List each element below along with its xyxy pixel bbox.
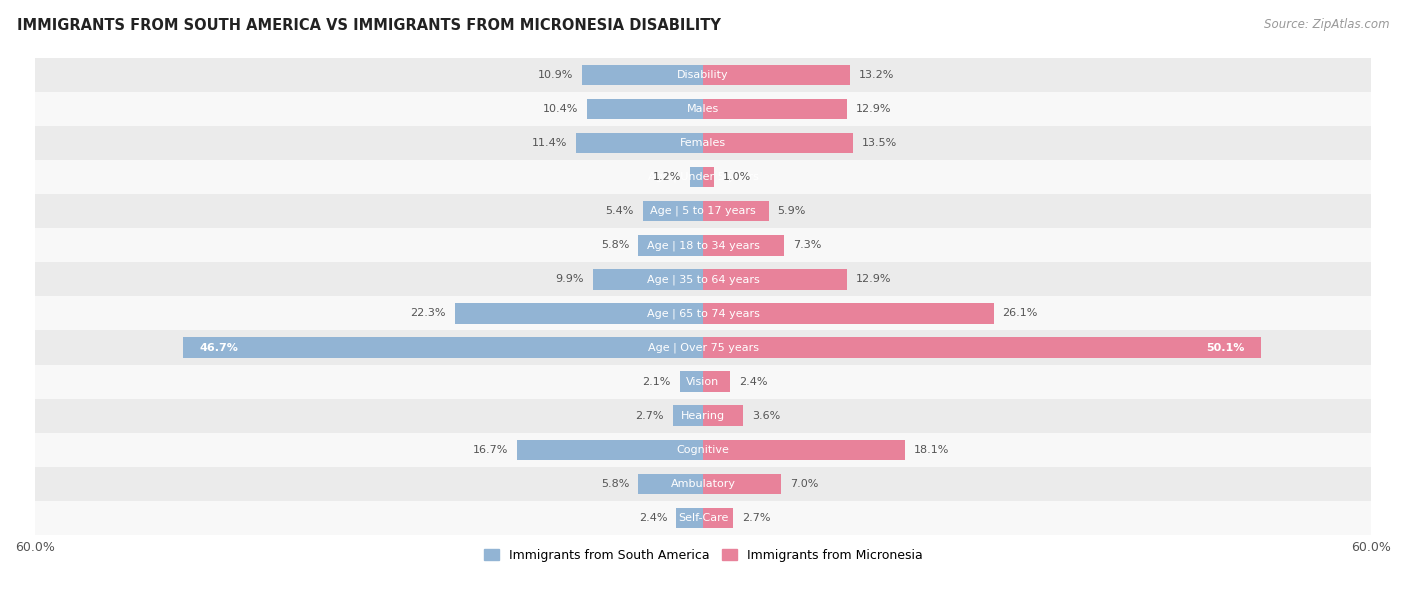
Bar: [703, 337, 1261, 358]
Bar: [183, 337, 703, 358]
Text: 5.8%: 5.8%: [602, 479, 630, 489]
Bar: [517, 439, 703, 460]
Bar: [703, 269, 846, 289]
Text: Disability: Disability: [678, 70, 728, 80]
Text: Males: Males: [688, 104, 718, 114]
Text: 22.3%: 22.3%: [411, 308, 446, 318]
Text: 2.7%: 2.7%: [636, 411, 664, 420]
Legend: Immigrants from South America, Immigrants from Micronesia: Immigrants from South America, Immigrant…: [478, 544, 928, 567]
Bar: [703, 508, 733, 528]
Bar: [703, 201, 769, 222]
Bar: [676, 508, 703, 528]
Text: Age | Over 75 years: Age | Over 75 years: [648, 342, 758, 353]
Text: Cognitive: Cognitive: [676, 445, 730, 455]
Text: Age | Under 5 years: Age | Under 5 years: [648, 172, 758, 182]
Bar: [576, 133, 703, 153]
Text: 1.2%: 1.2%: [652, 172, 681, 182]
Text: 1.0%: 1.0%: [723, 172, 751, 182]
Bar: [35, 58, 1371, 92]
Bar: [593, 269, 703, 289]
Text: Females: Females: [681, 138, 725, 148]
Bar: [703, 474, 780, 494]
Bar: [703, 405, 744, 426]
Bar: [35, 433, 1371, 467]
Bar: [638, 474, 703, 494]
Bar: [703, 235, 785, 255]
Text: 7.3%: 7.3%: [793, 241, 821, 250]
Bar: [35, 194, 1371, 228]
Text: 5.9%: 5.9%: [778, 206, 806, 216]
Text: 13.2%: 13.2%: [859, 70, 894, 80]
Bar: [35, 126, 1371, 160]
Text: IMMIGRANTS FROM SOUTH AMERICA VS IMMIGRANTS FROM MICRONESIA DISABILITY: IMMIGRANTS FROM SOUTH AMERICA VS IMMIGRA…: [17, 18, 721, 34]
Text: 26.1%: 26.1%: [1002, 308, 1038, 318]
Bar: [673, 405, 703, 426]
Bar: [703, 99, 846, 119]
Bar: [689, 167, 703, 187]
Bar: [35, 365, 1371, 398]
Text: 11.4%: 11.4%: [531, 138, 567, 148]
Text: 5.4%: 5.4%: [606, 206, 634, 216]
Text: Age | 35 to 64 years: Age | 35 to 64 years: [647, 274, 759, 285]
Bar: [703, 371, 730, 392]
Bar: [643, 201, 703, 222]
Bar: [638, 235, 703, 255]
Bar: [703, 439, 904, 460]
Text: 2.7%: 2.7%: [742, 513, 770, 523]
Bar: [582, 65, 703, 85]
Bar: [35, 398, 1371, 433]
Text: 2.4%: 2.4%: [738, 376, 768, 387]
Text: 46.7%: 46.7%: [200, 343, 239, 353]
Bar: [703, 303, 994, 324]
Bar: [35, 467, 1371, 501]
Text: 10.9%: 10.9%: [537, 70, 572, 80]
Text: Age | 65 to 74 years: Age | 65 to 74 years: [647, 308, 759, 319]
Text: 2.4%: 2.4%: [638, 513, 668, 523]
Text: Vision: Vision: [686, 376, 720, 387]
Text: Age | 18 to 34 years: Age | 18 to 34 years: [647, 240, 759, 250]
Text: Self-Care: Self-Care: [678, 513, 728, 523]
Text: 13.5%: 13.5%: [862, 138, 897, 148]
Text: 50.1%: 50.1%: [1206, 343, 1244, 353]
Text: 10.4%: 10.4%: [543, 104, 578, 114]
Text: 7.0%: 7.0%: [790, 479, 818, 489]
Text: Age | 5 to 17 years: Age | 5 to 17 years: [650, 206, 756, 217]
Bar: [679, 371, 703, 392]
Text: Source: ZipAtlas.com: Source: ZipAtlas.com: [1264, 18, 1389, 31]
Bar: [35, 296, 1371, 330]
Bar: [703, 65, 851, 85]
Bar: [35, 160, 1371, 194]
Text: 12.9%: 12.9%: [855, 104, 891, 114]
Bar: [35, 501, 1371, 535]
Text: 18.1%: 18.1%: [914, 445, 949, 455]
Bar: [703, 167, 714, 187]
Bar: [454, 303, 703, 324]
Text: 3.6%: 3.6%: [752, 411, 780, 420]
Text: 5.8%: 5.8%: [602, 241, 630, 250]
Text: 12.9%: 12.9%: [855, 274, 891, 285]
Bar: [35, 228, 1371, 263]
Bar: [35, 92, 1371, 126]
Text: 2.1%: 2.1%: [643, 376, 671, 387]
Text: 9.9%: 9.9%: [555, 274, 583, 285]
Text: Hearing: Hearing: [681, 411, 725, 420]
Bar: [35, 330, 1371, 365]
Bar: [703, 133, 853, 153]
Text: Ambulatory: Ambulatory: [671, 479, 735, 489]
Bar: [588, 99, 703, 119]
Text: 16.7%: 16.7%: [472, 445, 508, 455]
Bar: [35, 263, 1371, 296]
